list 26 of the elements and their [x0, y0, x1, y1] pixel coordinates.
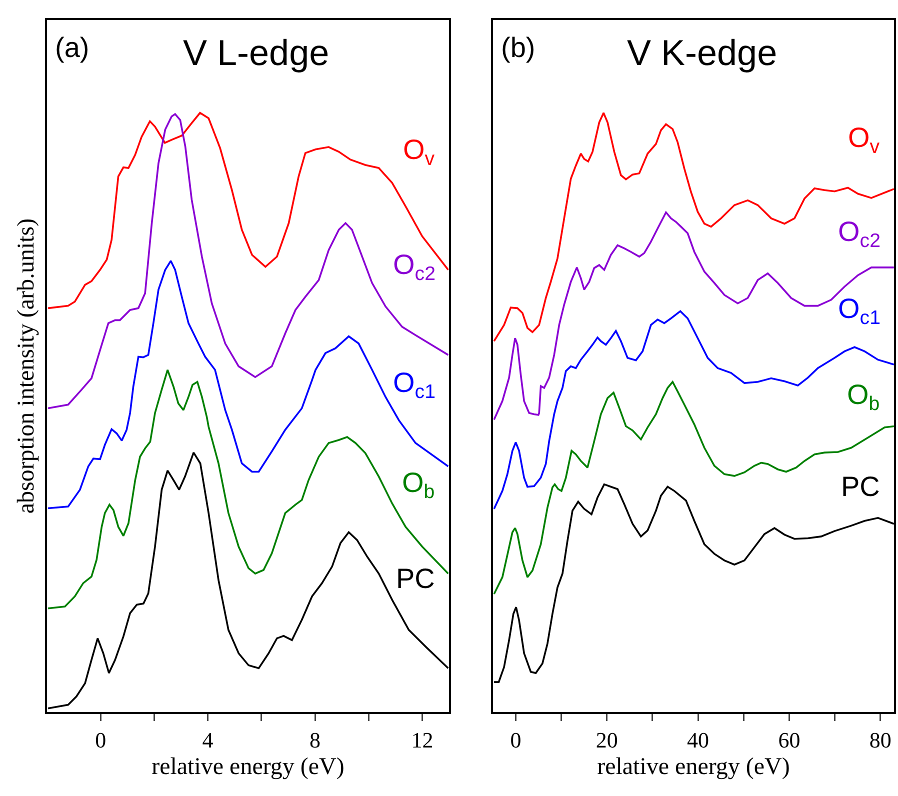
- x-tick-label: 12: [411, 727, 434, 752]
- x-axis-title: relative energy (eV): [152, 754, 344, 780]
- x-tick-label: 60: [778, 727, 800, 752]
- series-label: PC: [841, 471, 880, 502]
- series-label: O$_{v}$: [403, 134, 435, 170]
- series-label: PC: [396, 563, 435, 594]
- series-label: O$_{b}$: [847, 379, 880, 415]
- y-axis-title: absorption intensity (arb.units): [14, 218, 40, 514]
- x-tick-label: 20: [596, 727, 618, 752]
- x-axis-title: relative energy (eV): [597, 754, 790, 780]
- series-label: O$_{c1}$: [838, 293, 880, 329]
- x-tick-label: 40: [687, 727, 710, 752]
- series-label: O$_{c2}$: [838, 216, 880, 252]
- x-tick-label: 0: [95, 727, 106, 752]
- text: (a): [55, 32, 90, 63]
- series-label: O$_{b}$: [402, 467, 435, 503]
- series-label: O$_{v}$: [848, 122, 880, 158]
- chart-title: V L-edge: [183, 32, 330, 73]
- text: (b): [501, 32, 536, 63]
- series-label: O$_{c1}$: [393, 367, 436, 403]
- x-tick-label: 80: [869, 727, 892, 752]
- x-tick-label: 8: [310, 727, 320, 752]
- x-tick-label: 0: [510, 727, 522, 752]
- chart-title: V K-edge: [627, 32, 778, 73]
- series-label: O$_{c2}$: [393, 249, 436, 285]
- x-tick-label: 4: [202, 727, 214, 752]
